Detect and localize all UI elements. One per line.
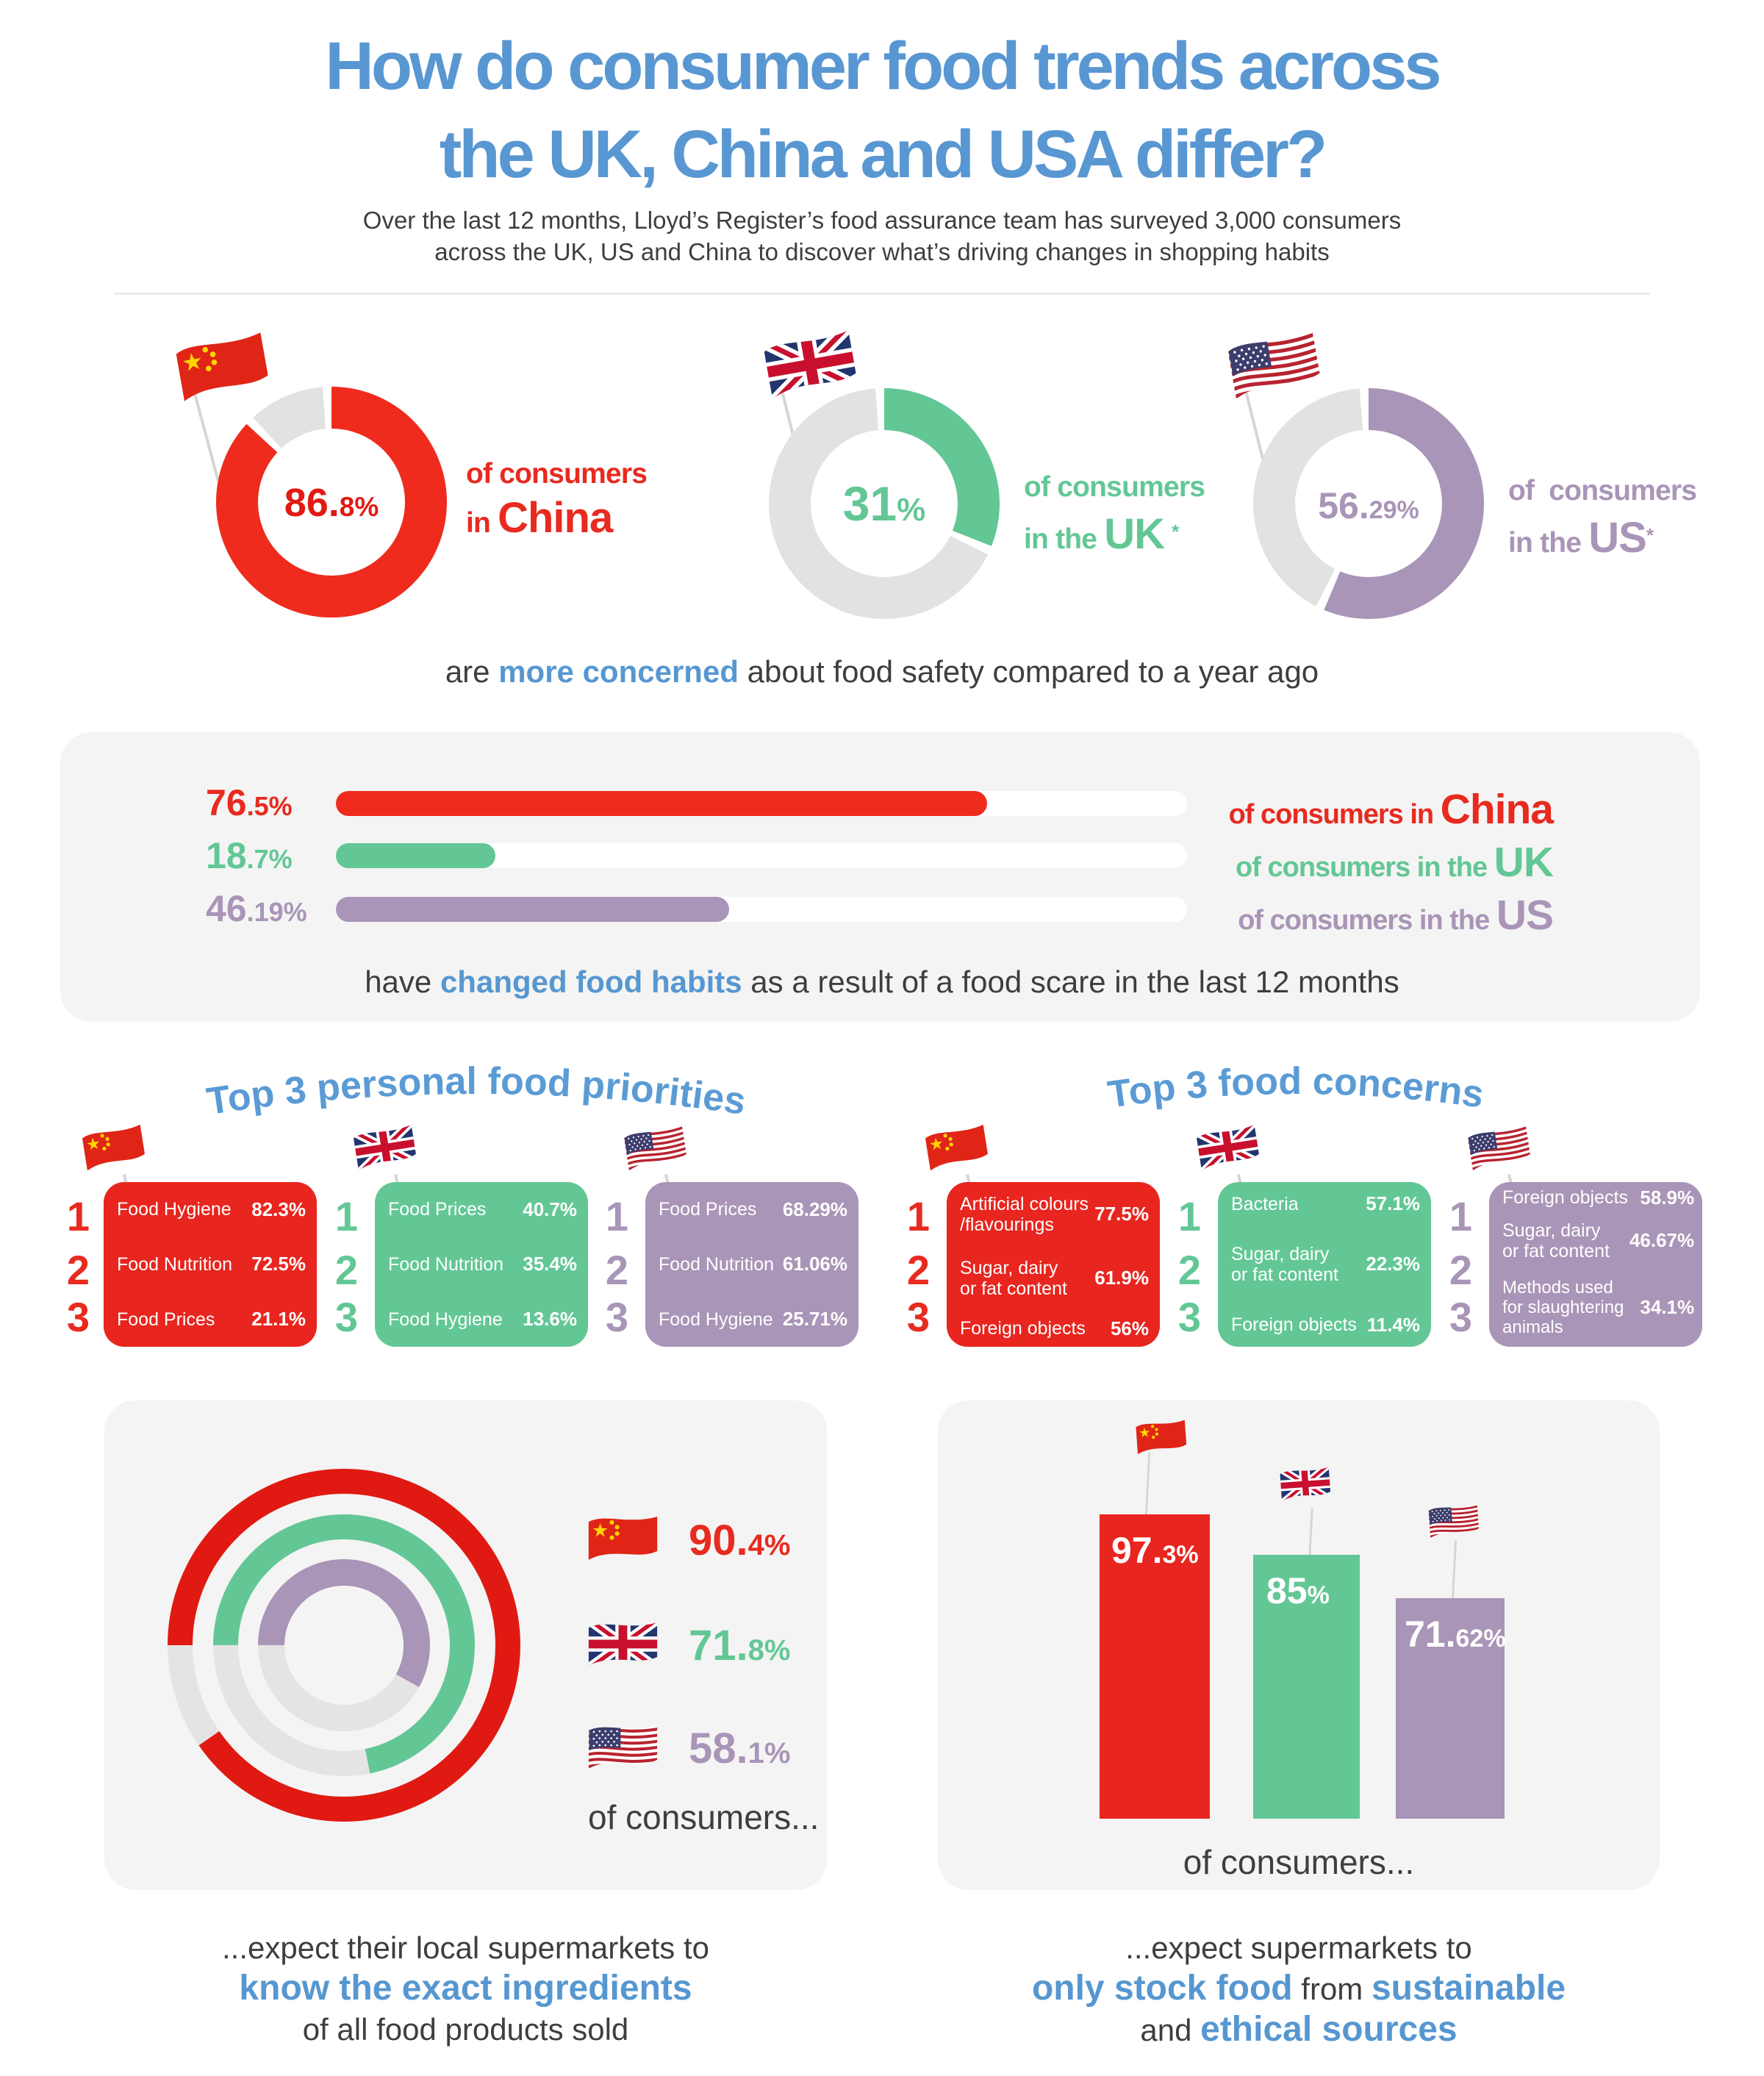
svg-text:Top 3 personal food priorities: Top 3 personal food priorities (204, 1060, 749, 1123)
svg-text:Top 3 food concerns: Top 3 food concerns (1105, 1060, 1487, 1117)
